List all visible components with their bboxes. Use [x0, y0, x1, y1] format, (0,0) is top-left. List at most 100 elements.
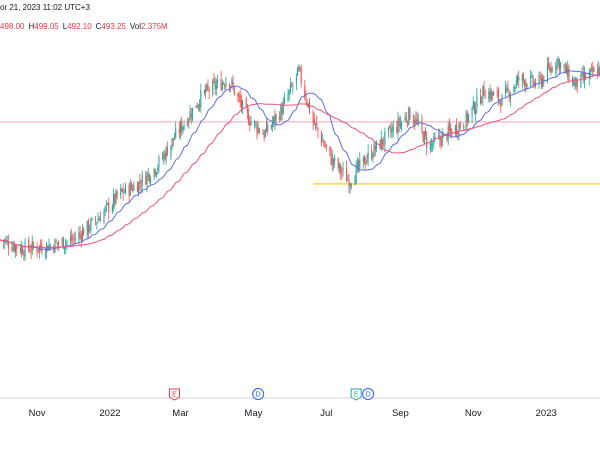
candle-body: [373, 143, 375, 157]
candle-body: [91, 217, 93, 220]
candle-body: [15, 245, 17, 252]
candle-body: [79, 232, 81, 234]
candle-body: [389, 126, 391, 128]
candle-body: [526, 84, 528, 87]
candle-body: [384, 131, 386, 146]
x-tick-label: Sep: [392, 408, 409, 419]
candle-body: [130, 184, 133, 189]
candle-body: [105, 203, 107, 205]
candle-body: [264, 130, 266, 137]
candle-body: [440, 138, 442, 145]
candle-body: [179, 122, 182, 134]
candle-body: [165, 147, 167, 159]
event-badge[interactable]: [252, 388, 265, 400]
candle-body: [481, 101, 483, 103]
candle-body: [588, 72, 590, 80]
candle-body: [164, 153, 166, 160]
candle-body: [438, 135, 440, 138]
candle-body: [24, 241, 26, 257]
candle-body: [375, 140, 378, 149]
candle-body: [273, 116, 275, 122]
candle-body: [207, 85, 209, 89]
candle-body: [116, 191, 118, 197]
candle-body: [16, 246, 18, 249]
candle-body: [390, 128, 392, 133]
x-tick-label: May: [244, 408, 262, 419]
event-letter: D: [366, 392, 371, 399]
candle-body: [550, 66, 552, 73]
candle-body: [295, 73, 297, 84]
candle-body: [187, 122, 189, 125]
candle-body: [111, 206, 113, 213]
candle-body: [532, 76, 534, 85]
candle-body: [429, 143, 431, 151]
candle-body: [313, 119, 315, 125]
candle-body: [158, 157, 160, 168]
candle-body: [398, 118, 400, 126]
candle-body: [29, 250, 31, 252]
candle-body: [525, 82, 527, 87]
event-marker[interactable]: E: [169, 388, 181, 401]
candle-body: [58, 242, 60, 245]
candle-body: [191, 107, 193, 120]
candle-body: [348, 179, 350, 189]
x-tick-label: Nov: [465, 408, 482, 419]
candle-body: [213, 78, 215, 83]
candle-body: [233, 86, 235, 95]
ohlc-value: 498.00: [0, 22, 25, 31]
candle-body: [416, 119, 418, 122]
candle-body: [401, 122, 403, 126]
candle-body: [287, 95, 289, 101]
candle-body: [392, 126, 394, 131]
candle-body: [592, 66, 594, 73]
candle-body: [542, 77, 544, 87]
event-badge[interactable]: [350, 388, 362, 401]
candle-body: [582, 72, 584, 80]
candle-body: [162, 157, 164, 159]
candle-body: [346, 168, 348, 183]
candle-body: [190, 113, 192, 118]
candle-body: [72, 239, 74, 241]
candle-body: [239, 96, 241, 103]
candle-body: [87, 220, 89, 232]
candle-body: [471, 106, 473, 117]
candle-body: [199, 104, 201, 107]
ohlc-value: 492.10: [67, 22, 92, 31]
chart-header-date: or 21, 2023 11:02 UTC+3: [0, 3, 90, 12]
candle-body: [255, 122, 257, 124]
candle-body: [356, 162, 358, 167]
candle-body: [129, 183, 131, 196]
candle-body: [32, 243, 35, 247]
candle-body: [514, 86, 516, 89]
candle-body: [530, 75, 532, 86]
candle-body: [413, 117, 415, 122]
candle-body: [256, 123, 258, 133]
candle-body: [334, 157, 336, 162]
candle-body: [288, 90, 290, 95]
candle-body: [89, 229, 91, 231]
candle-body: [69, 237, 72, 241]
ohlc-value: 2.375M: [141, 22, 168, 31]
candle-body: [154, 169, 156, 175]
candle-body: [476, 94, 478, 109]
candle-body: [147, 173, 149, 176]
event-marker[interactable]: D: [362, 388, 375, 400]
candle-body: [496, 91, 498, 93]
candle-body: [123, 192, 125, 193]
candle-body: [4, 240, 6, 243]
candle-body: [574, 82, 576, 88]
event-badge[interactable]: [362, 388, 375, 400]
candle-body: [61, 239, 63, 244]
candle-body: [153, 168, 155, 178]
candle-body: [64, 246, 66, 250]
candle-body: [300, 68, 302, 84]
candle-body: [208, 89, 210, 92]
candle-body: [96, 222, 98, 224]
candle-body: [580, 73, 582, 88]
ohlc-key: L: [62, 22, 68, 31]
event-letter: D: [256, 392, 261, 399]
event-marker[interactable]: E: [350, 388, 362, 401]
event-badge[interactable]: [169, 388, 181, 401]
event-marker[interactable]: D: [252, 388, 265, 400]
